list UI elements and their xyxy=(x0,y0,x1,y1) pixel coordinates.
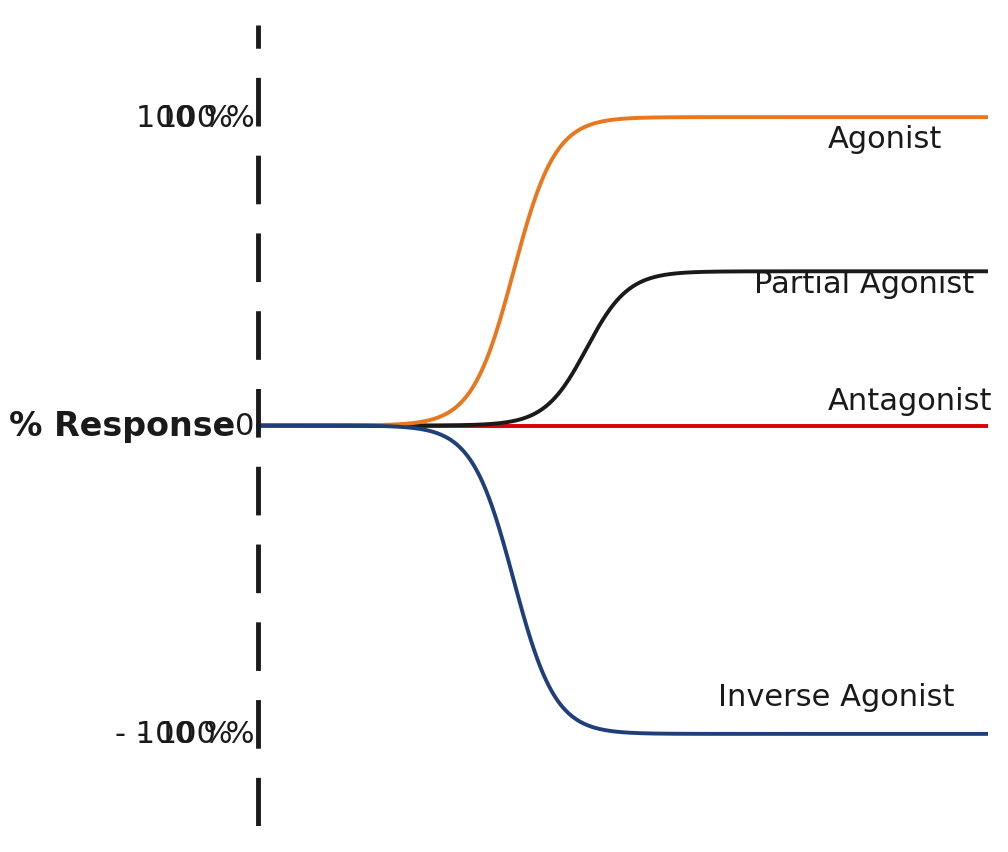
Text: 0: 0 xyxy=(235,412,254,440)
Text: 100 %: 100 % xyxy=(136,103,233,132)
Text: 100 %: 100 % xyxy=(157,103,254,132)
Text: Antagonist: Antagonist xyxy=(828,387,992,416)
Text: - 100 %: - 100 % xyxy=(137,720,254,749)
Text: - 100 %: - 100 % xyxy=(115,720,233,749)
Text: % Response: % Response xyxy=(9,410,235,442)
Text: Inverse Agonist: Inverse Agonist xyxy=(718,682,955,711)
Text: Partial Agonist: Partial Agonist xyxy=(754,270,975,299)
Text: Agonist: Agonist xyxy=(828,125,941,154)
